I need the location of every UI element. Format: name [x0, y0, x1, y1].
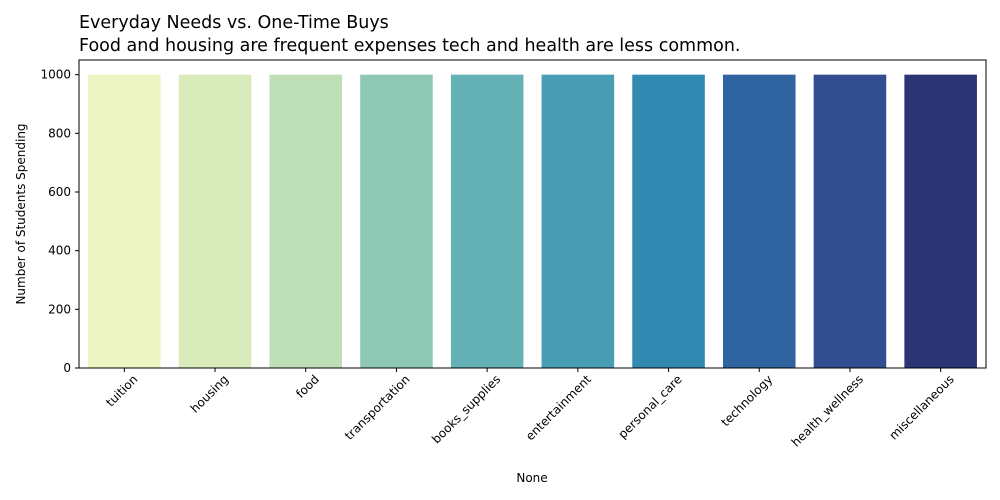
y-tick-label: 1000: [40, 68, 71, 82]
x-tick-label: health_wellness: [789, 372, 866, 449]
bar-food: [269, 74, 343, 369]
x-tick-label: entertainment: [523, 372, 594, 443]
bars-group: [88, 74, 977, 369]
y-axis-ticks: 0 200 400 600 800 1000: [40, 68, 79, 375]
bar-health_wellness: [813, 74, 887, 369]
x-axis-ticks: tuition housing food transportation books_su…: [103, 368, 957, 450]
y-axis-label: Number of Students Spending: [14, 123, 28, 304]
y-tick-label: 400: [48, 244, 71, 258]
x-tick-label: miscellaneous: [886, 372, 956, 442]
bar-books_supplies: [450, 74, 524, 369]
bar-entertainment: [541, 74, 615, 369]
x-tick-label: tuition: [103, 372, 140, 409]
x-tick-label: books_supplies: [429, 372, 503, 446]
x-tick-label: food: [293, 372, 322, 401]
bar-miscellaneous: [904, 74, 977, 369]
x-tick-label: technology: [718, 372, 775, 429]
bar-housing: [178, 74, 252, 369]
bar-transportation: [360, 74, 433, 369]
y-tick-label: 800: [48, 126, 71, 140]
bar-tuition: [88, 74, 161, 369]
y-tick-label: 600: [48, 185, 71, 199]
bar-personal_care: [632, 74, 705, 369]
plot-frame: [78, 59, 987, 369]
bar-technology: [722, 74, 796, 369]
x-axis-label: None: [516, 471, 547, 485]
x-tick-label: housing: [188, 372, 231, 415]
y-tick-label: 0: [63, 361, 71, 375]
x-tick-label: personal_care: [615, 372, 684, 441]
x-tick-label: transportation: [342, 372, 413, 443]
chart-title: Everyday Needs vs. One-Time Buys: [79, 13, 389, 33]
y-tick-label: 200: [48, 302, 71, 316]
chart-subtitle: Food and housing are frequent expenses t…: [79, 36, 741, 56]
